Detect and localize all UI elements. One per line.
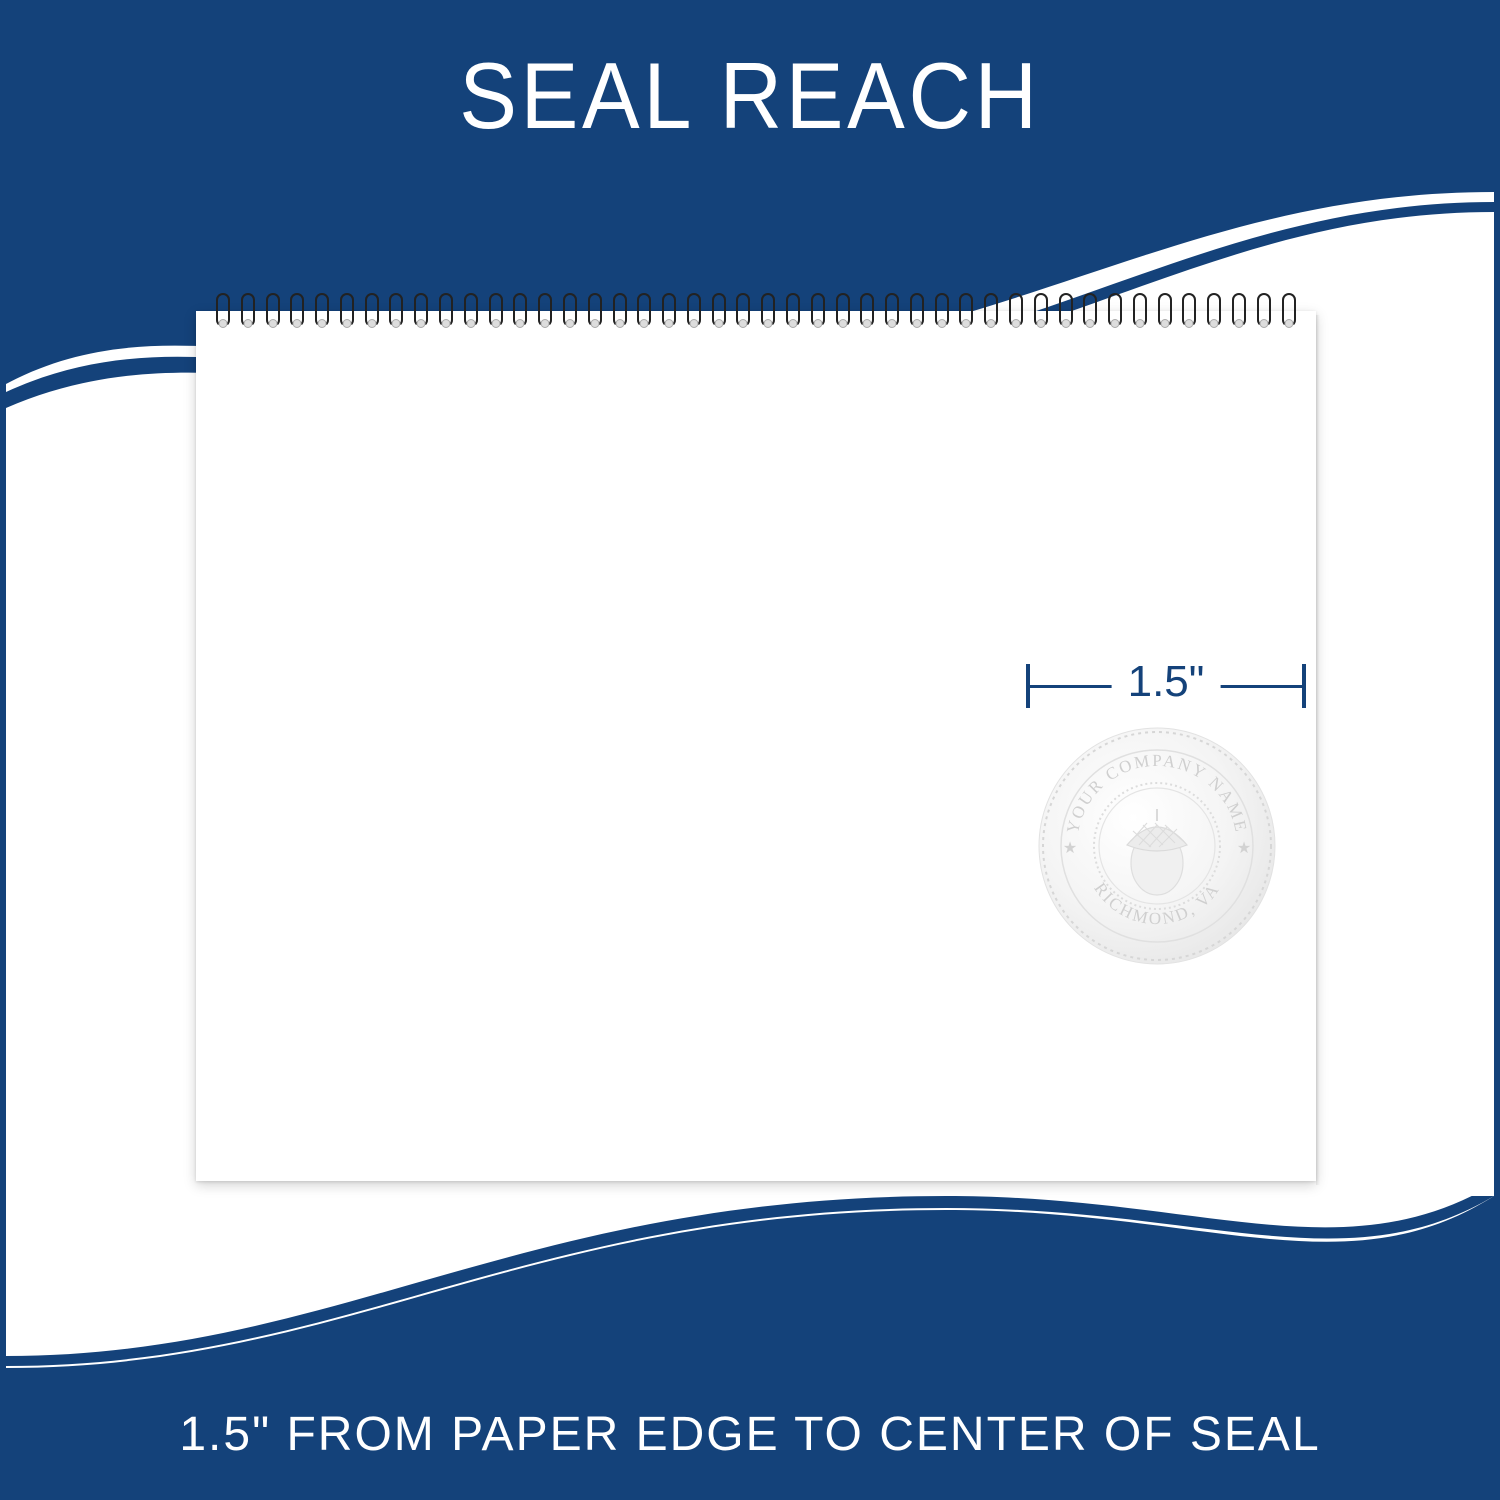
svg-text:★: ★: [1237, 840, 1251, 857]
wave-decoration-bottom: [6, 1196, 1494, 1376]
spiral-binding: [216, 293, 1296, 333]
embossed-seal: YOUR COMPANY NAME RICHMOND, VA ★ ★: [1032, 721, 1282, 971]
footer-caption: 1.5" FROM PAPER EDGE TO CENTER OF SEAL: [179, 1407, 1320, 1462]
measurement-indicator: 1.5": [1026, 661, 1306, 711]
page-title: SEAL REACH: [459, 42, 1040, 150]
infographic-frame: SEAL REACH 1.5": [0, 0, 1500, 1500]
measure-cap-right: [1302, 664, 1306, 708]
footer-band: 1.5" FROM PAPER EDGE TO CENTER OF SEAL: [6, 1374, 1494, 1494]
measure-label: 1.5": [1112, 657, 1221, 707]
svg-text:★: ★: [1063, 840, 1077, 857]
header-band: SEAL REACH: [6, 6, 1494, 186]
notepad: 1.5": [196, 311, 1316, 1181]
